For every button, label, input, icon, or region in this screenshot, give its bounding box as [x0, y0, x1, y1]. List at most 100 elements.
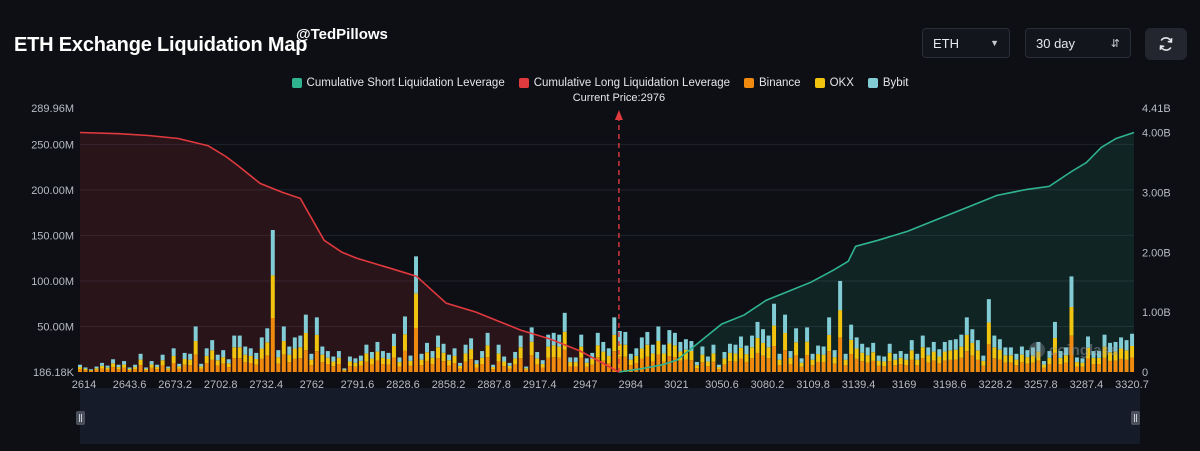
- bar-binance: [1047, 364, 1052, 372]
- bar-bybit: [265, 328, 270, 343]
- bar-bybit: [1030, 347, 1035, 356]
- bar-binance: [270, 318, 275, 372]
- bar-bybit: [805, 327, 810, 342]
- bar-binance: [221, 363, 226, 372]
- legend-item-binance[interactable]: Binance: [744, 77, 801, 89]
- bar-bybit: [1080, 358, 1085, 363]
- bar-bybit: [397, 357, 402, 363]
- bar-okx: [419, 359, 424, 366]
- legend-item-short[interactable]: Cumulative Short Liquidation Leverage: [291, 77, 505, 89]
- bar-bybit: [1119, 337, 1124, 349]
- bar-okx: [458, 365, 463, 369]
- bar-binance: [623, 356, 628, 372]
- bar-binance: [375, 360, 380, 372]
- bar-binance: [601, 360, 606, 372]
- legend-item-okx[interactable]: OKX: [814, 77, 854, 89]
- bar-binance: [882, 366, 887, 372]
- range-slider-right-handle[interactable]: [1131, 411, 1140, 425]
- bar-bybit: [694, 361, 699, 366]
- bar-okx: [788, 357, 793, 365]
- bar-okx: [1113, 351, 1118, 361]
- bar-bybit: [193, 326, 198, 342]
- bar-okx: [860, 352, 865, 362]
- bar-binance: [1075, 366, 1079, 372]
- legend-item-long[interactable]: Cumulative Long Liquidation Leverage: [518, 77, 730, 89]
- bar-bybit: [270, 229, 275, 276]
- bar-okx: [463, 353, 468, 362]
- bar-okx: [369, 358, 374, 365]
- bar-bybit: [403, 316, 407, 335]
- bar-okx: [755, 337, 760, 353]
- range-slider[interactable]: [80, 388, 1140, 444]
- bar-bybit: [111, 359, 116, 364]
- bar-okx: [827, 334, 832, 352]
- bar-bybit: [584, 358, 589, 363]
- bar-okx: [832, 357, 837, 364]
- bar-bybit: [843, 353, 848, 360]
- bar-binance: [1008, 362, 1013, 372]
- range-slider-left-handle[interactable]: [76, 411, 85, 425]
- legend-label-okx: OKX: [829, 77, 854, 89]
- bar-bybit: [535, 351, 540, 359]
- bar-okx: [336, 357, 341, 365]
- y-left-tick-label: 186.18K: [33, 367, 75, 379]
- bar-okx: [595, 345, 600, 358]
- bar-okx: [794, 342, 799, 356]
- bar-binance: [1108, 360, 1113, 372]
- bar-binance: [992, 358, 997, 372]
- bar-bybit: [772, 303, 777, 326]
- bar-bybit: [975, 340, 980, 351]
- bar-bybit: [204, 348, 209, 356]
- bar-okx: [546, 346, 551, 358]
- bar-okx: [364, 353, 369, 362]
- bar-binance: [281, 354, 286, 372]
- cumulative-short-line: [618, 131, 1135, 373]
- bar-okx: [1075, 362, 1079, 367]
- bar-binance: [149, 367, 154, 372]
- bar-binance: [937, 363, 942, 372]
- bar-okx: [188, 359, 193, 366]
- bar-binance: [750, 358, 754, 372]
- bar-okx: [573, 362, 578, 367]
- bar-okx: [601, 351, 606, 361]
- bar-bybit: [970, 329, 975, 343]
- coinglass-watermark: coinglass: [1029, 342, 1118, 359]
- bar-binance: [860, 361, 865, 372]
- bar-bybit: [750, 335, 754, 348]
- bar-okx: [617, 344, 622, 357]
- bar-binance: [430, 364, 435, 372]
- bar-okx: [1086, 347, 1090, 359]
- bar-bybit: [854, 337, 859, 349]
- bar-binance: [397, 366, 402, 372]
- bar-bybit: [458, 362, 463, 366]
- bar-bybit: [727, 343, 732, 353]
- bar-okx: [1102, 346, 1107, 358]
- legend-swatch-okx: [814, 78, 825, 88]
- bar-binance: [314, 351, 319, 372]
- bar-binance: [133, 369, 138, 372]
- cumulative-long-area: [80, 132, 619, 372]
- bar-okx: [865, 355, 870, 363]
- bar-bybit: [689, 341, 694, 351]
- bar-okx: [414, 293, 418, 329]
- bar-bybit: [661, 344, 666, 354]
- bar-okx: [1080, 362, 1085, 367]
- bar-okx: [248, 355, 253, 363]
- bar-bybit: [331, 356, 336, 362]
- bar-okx: [430, 357, 435, 365]
- refresh-button[interactable]: [1145, 28, 1187, 60]
- bar-binance: [739, 358, 743, 372]
- bar-bybit: [590, 352, 595, 359]
- legend-item-bybit[interactable]: Bybit: [867, 77, 908, 89]
- bar-okx: [716, 367, 721, 370]
- bar-bybit: [1019, 346, 1024, 355]
- bar-okx: [849, 339, 854, 355]
- period-select[interactable]: 30 day ⇵: [1025, 28, 1131, 58]
- bar-binance: [551, 357, 556, 372]
- bar-okx: [122, 364, 127, 368]
- coin-select[interactable]: ETH ▼: [922, 28, 1010, 58]
- bar-okx: [144, 368, 149, 371]
- bar-bybit: [1041, 361, 1046, 365]
- bar-bybit: [524, 366, 529, 369]
- bar-binance: [144, 370, 149, 372]
